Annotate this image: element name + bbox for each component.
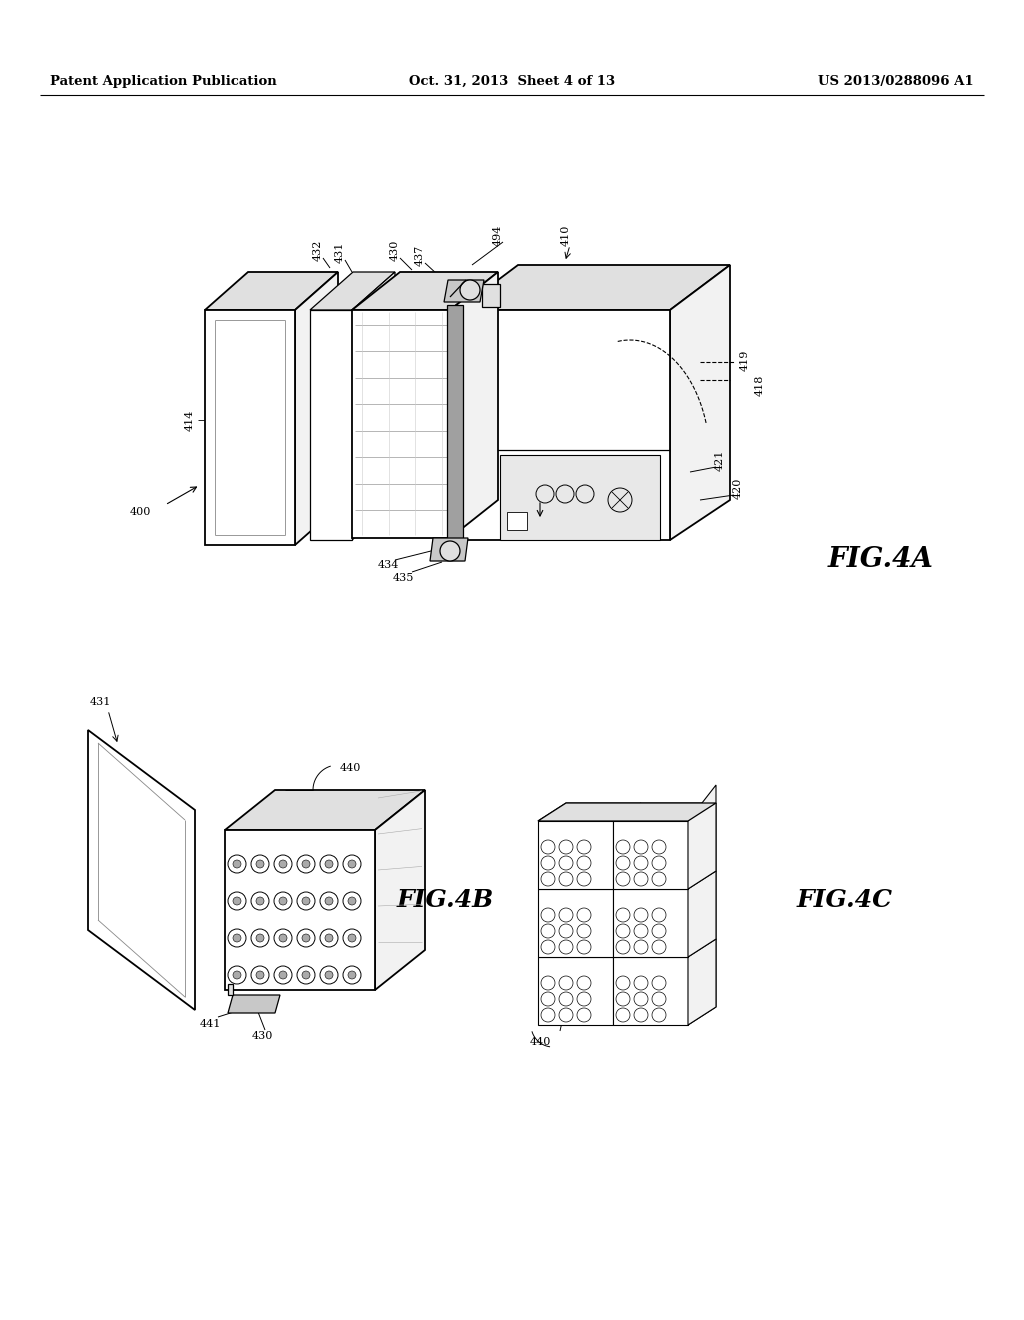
Text: 414: 414 [185, 409, 195, 430]
Text: 435: 435 [392, 573, 414, 583]
Polygon shape [613, 821, 688, 888]
Polygon shape [352, 272, 498, 310]
Polygon shape [205, 310, 295, 545]
Text: 430: 430 [390, 239, 400, 260]
Circle shape [233, 898, 241, 906]
Text: FIG.4A: FIG.4A [827, 546, 934, 573]
Circle shape [302, 972, 310, 979]
Circle shape [348, 972, 356, 979]
Text: 430: 430 [251, 1031, 272, 1041]
Circle shape [256, 935, 264, 942]
Circle shape [460, 280, 480, 300]
Polygon shape [275, 789, 295, 975]
Circle shape [233, 935, 241, 942]
Polygon shape [688, 939, 716, 1026]
Text: FIG.4B: FIG.4B [397, 888, 494, 912]
Circle shape [325, 861, 333, 869]
Polygon shape [538, 821, 613, 888]
Polygon shape [228, 983, 233, 995]
Circle shape [256, 861, 264, 869]
Polygon shape [538, 888, 613, 957]
Text: FIG.4C: FIG.4C [797, 888, 893, 912]
Polygon shape [430, 539, 468, 561]
Circle shape [279, 972, 287, 979]
Text: 431: 431 [335, 242, 345, 263]
Polygon shape [295, 272, 338, 545]
Polygon shape [688, 939, 716, 1026]
Polygon shape [507, 512, 527, 531]
Circle shape [233, 972, 241, 979]
Text: 410: 410 [561, 224, 571, 246]
Polygon shape [613, 957, 688, 1026]
Circle shape [325, 935, 333, 942]
Polygon shape [688, 871, 716, 957]
Text: US 2013/0288096 A1: US 2013/0288096 A1 [818, 75, 974, 87]
Text: 418: 418 [755, 375, 765, 396]
Polygon shape [444, 280, 484, 302]
Text: 494: 494 [493, 224, 503, 246]
Polygon shape [538, 957, 613, 1026]
Text: 436: 436 [462, 293, 483, 304]
Circle shape [440, 541, 460, 561]
Circle shape [302, 898, 310, 906]
Polygon shape [688, 785, 716, 888]
Polygon shape [538, 803, 641, 821]
Text: 440: 440 [339, 763, 360, 774]
Circle shape [256, 898, 264, 906]
Polygon shape [88, 730, 195, 1010]
Circle shape [279, 935, 287, 942]
Polygon shape [375, 789, 425, 990]
Circle shape [348, 935, 356, 942]
Text: 441: 441 [200, 1019, 221, 1030]
Polygon shape [670, 265, 730, 540]
Polygon shape [688, 803, 716, 888]
Polygon shape [500, 455, 660, 540]
Polygon shape [225, 830, 375, 990]
Polygon shape [352, 272, 395, 540]
Circle shape [302, 935, 310, 942]
Polygon shape [450, 272, 498, 539]
Circle shape [279, 898, 287, 906]
Text: 419: 419 [740, 350, 750, 371]
Circle shape [302, 861, 310, 869]
Polygon shape [458, 310, 670, 540]
Circle shape [279, 861, 287, 869]
Text: 432: 432 [313, 239, 323, 260]
Polygon shape [310, 310, 352, 540]
Polygon shape [482, 284, 500, 308]
Circle shape [325, 972, 333, 979]
Text: Patent Application Publication: Patent Application Publication [50, 75, 276, 87]
Polygon shape [310, 272, 395, 310]
Text: 400: 400 [129, 507, 151, 517]
Polygon shape [688, 871, 716, 957]
Text: 421: 421 [715, 449, 725, 471]
Circle shape [348, 898, 356, 906]
Polygon shape [447, 305, 463, 560]
Circle shape [256, 972, 264, 979]
Polygon shape [225, 789, 425, 830]
Polygon shape [538, 803, 716, 821]
Polygon shape [352, 310, 450, 539]
Text: 440: 440 [529, 1038, 551, 1047]
Circle shape [348, 861, 356, 869]
Polygon shape [205, 272, 338, 310]
Text: 431: 431 [89, 697, 111, 708]
Text: 420: 420 [733, 478, 743, 499]
Text: Oct. 31, 2013  Sheet 4 of 13: Oct. 31, 2013 Sheet 4 of 13 [409, 75, 615, 87]
Circle shape [325, 898, 333, 906]
Polygon shape [613, 803, 716, 821]
Polygon shape [458, 265, 730, 310]
Polygon shape [613, 888, 688, 957]
Circle shape [233, 861, 241, 869]
Text: 434: 434 [377, 560, 398, 570]
Text: 437: 437 [415, 244, 425, 265]
Polygon shape [228, 995, 280, 1012]
